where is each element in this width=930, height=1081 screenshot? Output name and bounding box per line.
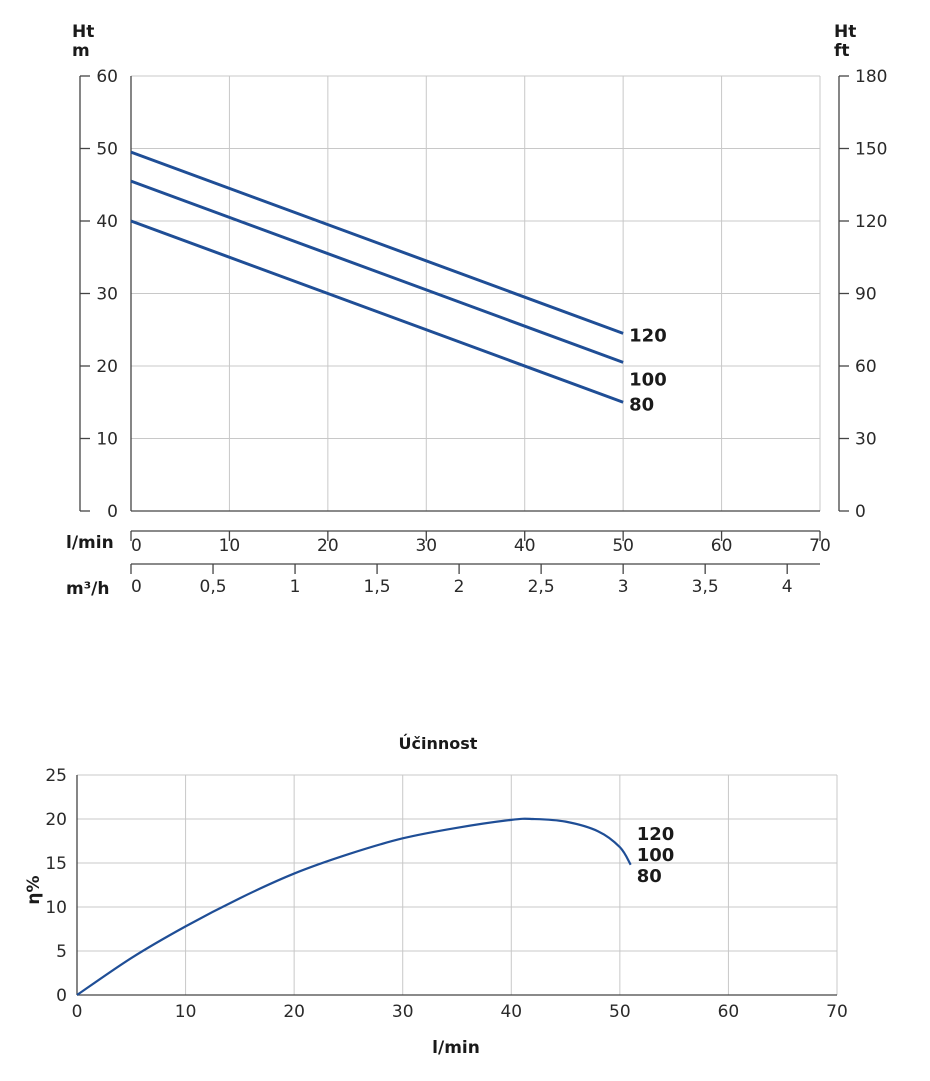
efficiency-x-tick-label: 60: [718, 1002, 740, 1022]
y-left-tick-label: 60: [96, 67, 118, 87]
x-secondary-tick-label: 0: [131, 577, 142, 597]
head-axes: [79, 75, 849, 574]
y-left-label-line1: Ht: [72, 22, 94, 42]
efficiency-series-label-120: 120: [637, 824, 675, 845]
efficiency-y-tick-label: 15: [45, 854, 67, 874]
efficiency-series: [76, 817, 632, 996]
efficiency-y-tick-label: 25: [45, 766, 67, 786]
y-right-tick-label: 0: [855, 502, 866, 522]
x-secondary-tick-label: 3: [618, 577, 629, 597]
x-secondary-tick-label: 2: [454, 577, 465, 597]
head-curve-100: [130, 179, 624, 364]
y-left-tick-label: 10: [96, 430, 118, 450]
efficiency-y-tick-label: 10: [45, 898, 67, 918]
x-secondary-tick-label: 2,5: [528, 577, 555, 597]
head-series: 120 100 80: [130, 150, 667, 415]
head-curve-120: [130, 150, 624, 335]
x-secondary-tick-label: 1: [290, 577, 301, 597]
y-right-tick-label: 30: [855, 430, 877, 450]
efficiency-x-tick-label: 10: [175, 1002, 197, 1022]
head-curve-label-100: 100: [629, 369, 667, 390]
y-left-tick-label: 20: [96, 357, 118, 377]
y-right-label-line2: ft: [834, 41, 850, 61]
x-secondary-tick-label: 1,5: [364, 577, 391, 597]
y-right-label-line1: Ht: [834, 22, 856, 42]
efficiency-grid: [76, 774, 838, 996]
head-curve-80: [130, 219, 624, 404]
x-primary-tick-label: 70: [809, 536, 831, 556]
efficiency-tick-labels: 0 10 20 30 40 50 60 70 0 5 10 15 20 25: [45, 766, 847, 1022]
efficiency-y-tick-label: 0: [56, 986, 67, 1006]
x-secondary-tick-label: 3,5: [692, 577, 719, 597]
efficiency-x-tick-label: 50: [609, 1002, 631, 1022]
efficiency-x-tick-label: 40: [500, 1002, 522, 1022]
head-grid: [130, 75, 821, 512]
x-primary-label: l/min: [66, 533, 114, 553]
y-right-tick-label: 120: [855, 212, 887, 232]
x-secondary-tick-label: 4: [782, 577, 793, 597]
efficiency-curve: [76, 817, 632, 996]
y-left-tick-label: 0: [107, 502, 118, 522]
x-primary-tick-label: 20: [317, 536, 339, 556]
efficiency-series-label-80: 80: [637, 866, 662, 887]
efficiency-y-label: η%: [24, 875, 44, 904]
x-secondary-label: m³/h: [66, 579, 109, 599]
efficiency-series-label-100: 100: [637, 845, 675, 866]
head-curve-label-80: 80: [629, 394, 654, 415]
x-primary-tick-label: 0: [131, 536, 142, 556]
efficiency-x-tick-label: 0: [72, 1002, 83, 1022]
x-primary-tick-label: 50: [612, 536, 634, 556]
efficiency-x-tick-label: 70: [826, 1002, 848, 1022]
y-left-label-line2: m: [72, 41, 90, 61]
y-left-tick-label: 40: [96, 212, 118, 232]
y-right-tick-label: 60: [855, 357, 877, 377]
head-curve-label-120: 120: [629, 325, 667, 346]
y-right-tick-label: 90: [855, 285, 877, 305]
y-left-tick-label: 30: [96, 285, 118, 305]
x-primary-tick-label: 60: [711, 536, 733, 556]
efficiency-x-tick-label: 20: [283, 1002, 305, 1022]
efficiency-y-tick-label: 5: [56, 942, 67, 962]
y-right-tick-label: 180: [855, 67, 887, 87]
x-secondary-tick-label: 0,5: [200, 577, 227, 597]
head-chart: Ht m Ht ft l/min m³/h 010203040506003060…: [66, 22, 887, 599]
y-right-tick-label: 150: [855, 140, 887, 160]
efficiency-title: Účinnost: [399, 734, 478, 753]
x-primary-tick-label: 40: [514, 536, 536, 556]
efficiency-x-tick-label: 30: [392, 1002, 414, 1022]
efficiency-x-label: l/min: [432, 1038, 480, 1058]
x-primary-tick-label: 30: [415, 536, 437, 556]
efficiency-y-tick-label: 20: [45, 810, 67, 830]
efficiency-chart: Účinnost 0 10 20 30 40 50 60 70 0 5 10 15 20 25 η% l/…: [24, 734, 848, 1058]
x-primary-tick-label: 10: [219, 536, 241, 556]
y-left-tick-label: 50: [96, 140, 118, 160]
